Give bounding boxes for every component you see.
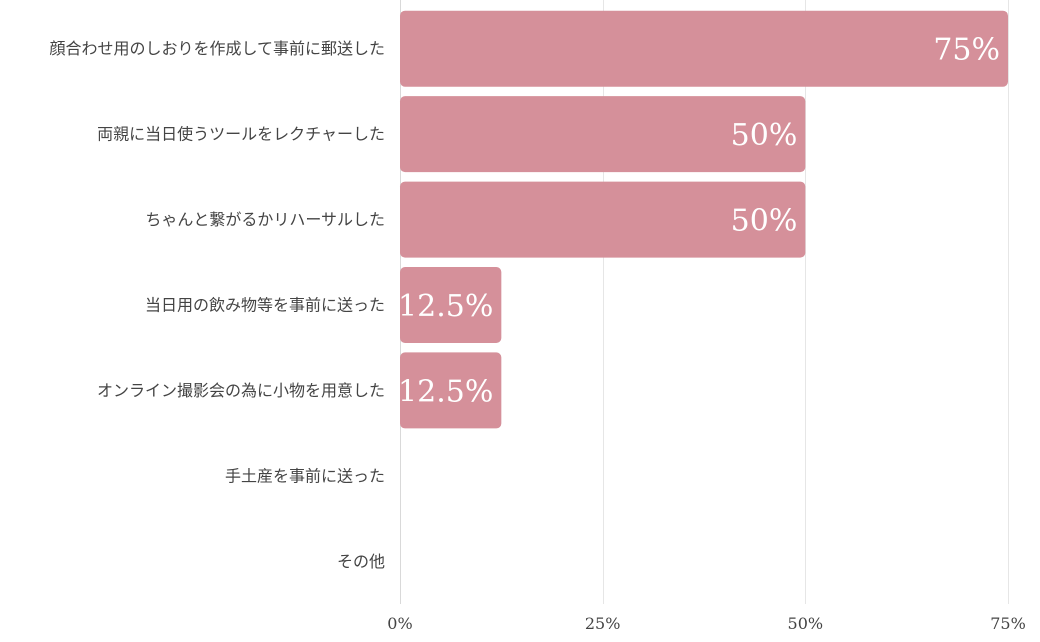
category-label: その他 bbox=[337, 552, 385, 571]
data-label: 50% bbox=[731, 204, 798, 239]
bar bbox=[400, 181, 806, 258]
x-tick-label: 25% bbox=[585, 614, 621, 633]
data-label: 75% bbox=[933, 33, 1000, 68]
x-tick-label: 0% bbox=[387, 614, 412, 633]
data-label: 50% bbox=[731, 118, 798, 153]
category-label: 当日用の飲み物等を事前に送った bbox=[145, 296, 385, 315]
category-label: 両親に当日使うツールをレクチャーした bbox=[97, 125, 385, 144]
bar bbox=[400, 352, 502, 429]
x-tick-label: 75% bbox=[990, 614, 1026, 633]
x-axis-tick-labels: 0% 25% 50% 75% bbox=[387, 614, 1025, 633]
bars: 75% 50% 50% 12.5% 12.5% bbox=[398, 10, 1008, 429]
data-label: 12.5% bbox=[398, 374, 493, 409]
category-label: オンライン撮影会の為に小物を用意した bbox=[97, 381, 385, 400]
category-label: ちゃんと繋がるかリハーサルした bbox=[145, 210, 385, 229]
category-label: 顔合わせ用のしおりを作成して事前に郵送した bbox=[49, 39, 385, 58]
category-label: 手土産を事前に送った bbox=[225, 466, 385, 485]
bar bbox=[400, 10, 1008, 87]
data-label: 12.5% bbox=[398, 289, 493, 324]
category-labels: 顔合わせ用のしおりを作成して事前に郵送した両親に当日使うツールをレクチャーしたち… bbox=[49, 39, 385, 571]
x-tick-label: 50% bbox=[788, 614, 824, 633]
bar bbox=[400, 96, 806, 173]
bar bbox=[400, 267, 502, 343]
